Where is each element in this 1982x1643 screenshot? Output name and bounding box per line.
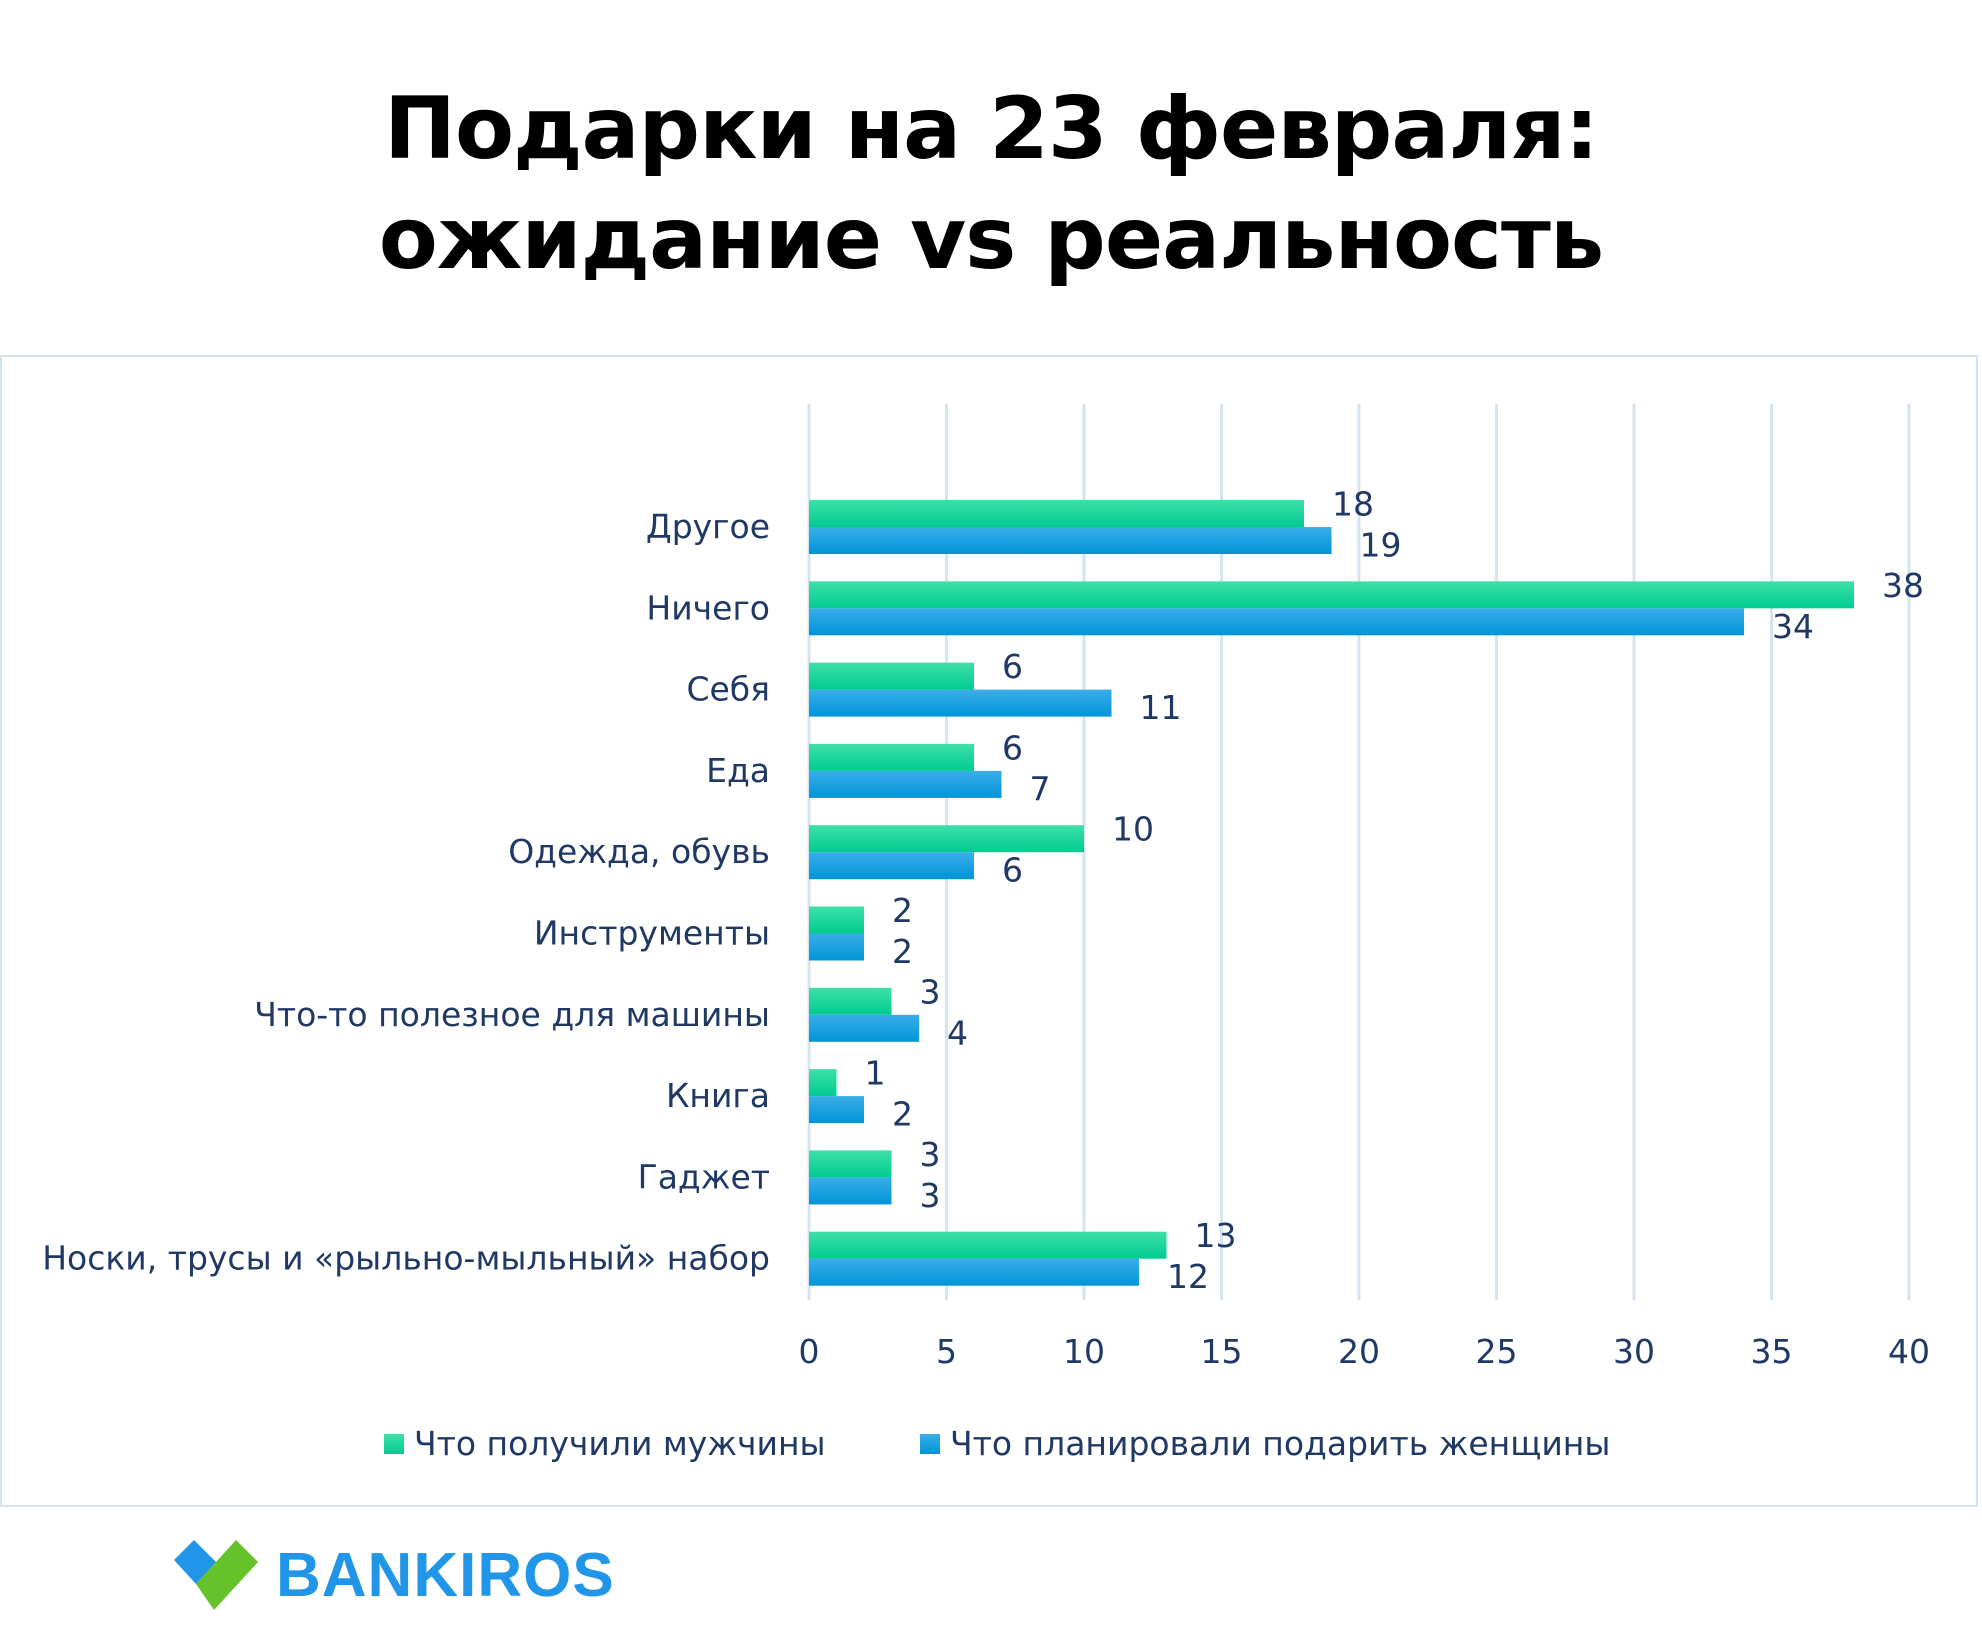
chart-title-line-1: Подарки на 23 февраля: (384, 79, 1599, 179)
legend-label-men: Что получили мужчины (414, 1424, 826, 1463)
category-label: Ничего (646, 588, 770, 627)
x-tick-label: 15 (1201, 1332, 1243, 1371)
data-label: 3 (920, 1176, 941, 1215)
x-tick-label: 35 (1751, 1332, 1793, 1371)
x-tick-label: 20 (1338, 1332, 1380, 1371)
bar-women (809, 527, 1332, 554)
bar-men (809, 500, 1304, 527)
legend-swatch-women (920, 1433, 940, 1454)
data-label: 38 (1882, 566, 1924, 605)
data-label: 18 (1332, 485, 1374, 524)
category-label: Носки, трусы и «рыльно-мыльный» набор (42, 1239, 770, 1278)
bar-women (809, 1014, 919, 1042)
bar-men (809, 906, 864, 934)
bar-women (809, 933, 864, 961)
x-tick-label: 25 (1476, 1332, 1518, 1371)
legend-swatch-men (384, 1433, 404, 1454)
data-label: 3 (920, 1135, 941, 1174)
category-label: Книга (666, 1076, 770, 1115)
bar-women (809, 608, 1744, 636)
bar-men (809, 1150, 892, 1178)
data-label: 11 (1140, 688, 1182, 727)
bankiros-logo: BANKIROS (174, 1538, 615, 1612)
category-label: Инструменты (534, 914, 770, 953)
bar-men (809, 825, 1084, 853)
bar-men (809, 662, 974, 690)
bar-men (809, 743, 974, 771)
category-label: Что-то полезное для машины (254, 995, 770, 1034)
bar-women (809, 1258, 1139, 1286)
data-label: 7 (1030, 769, 1051, 808)
bar-women (809, 852, 974, 880)
data-label: 6 (1002, 851, 1023, 890)
chart-title-line-2: ожидание vs реальность (378, 189, 1605, 289)
bar-women (809, 689, 1112, 717)
category-label: Другое (646, 507, 770, 546)
x-tick-label: 0 (799, 1332, 820, 1371)
data-label: 34 (1772, 607, 1814, 646)
category-label: Гаджет (638, 1157, 770, 1196)
legend-label-women: Что планировали подарить женщины (950, 1424, 1611, 1463)
data-label: 2 (892, 932, 913, 971)
data-label: 10 (1112, 810, 1154, 849)
x-tick-label: 40 (1888, 1332, 1930, 1371)
data-label: 13 (1195, 1216, 1237, 1255)
x-tick-label: 5 (936, 1332, 957, 1371)
bar-women (809, 770, 1002, 798)
data-label: 2 (892, 891, 913, 930)
data-label: 12 (1167, 1257, 1209, 1296)
bar-women (809, 1096, 864, 1124)
bankiros-logo-icon (174, 1540, 258, 1610)
data-label: 2 (892, 1095, 913, 1134)
bankiros-logo-text: BANKIROS (276, 1540, 615, 1610)
category-label: Еда (706, 751, 770, 790)
data-label: 6 (1002, 647, 1023, 686)
x-tick-label: 30 (1613, 1332, 1655, 1371)
bar-men (809, 1069, 837, 1097)
legend-item-men: Что получили мужчины (384, 1424, 826, 1463)
category-label: Себя (686, 670, 770, 709)
bar-men (809, 581, 1854, 609)
data-label: 3 (920, 972, 941, 1011)
category-label: Одежда, обувь (508, 832, 770, 871)
data-label: 4 (947, 1013, 968, 1052)
legend-item-women: Что планировали подарить женщины (920, 1424, 1610, 1463)
data-label: 6 (1002, 728, 1023, 767)
bar-men (809, 987, 892, 1015)
data-label: 1 (865, 1054, 886, 1093)
data-label: 19 (1360, 526, 1402, 565)
x-tick-label: 10 (1063, 1332, 1105, 1371)
bar-men (809, 1231, 1167, 1259)
chart-frame (0, 355, 1978, 1507)
bar-women (809, 1177, 892, 1205)
